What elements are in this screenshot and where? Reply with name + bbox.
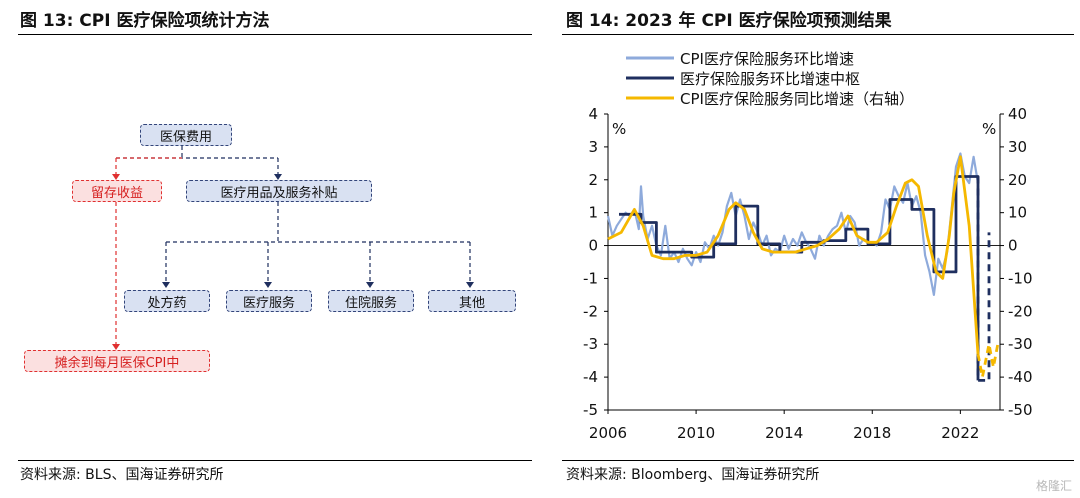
left-source-note: 资料来源: BLS、国海证券研究所 [20, 467, 224, 483]
legend-label-2: 医疗保险服务环比增速中枢 [680, 70, 860, 88]
node-other: 其他 [428, 290, 516, 312]
x-tick-label: 2022 [941, 424, 979, 442]
y-right-tick-label: -20 [1008, 302, 1033, 320]
y-left-tick-label: -2 [583, 302, 598, 320]
node-hospital-services: 住院服务 [328, 290, 414, 312]
y-left-tick-label: 1 [588, 204, 598, 222]
flow-connectors [112, 146, 474, 350]
y-right-tick-label: 40 [1008, 105, 1027, 123]
y-left-tick-label: -4 [583, 368, 598, 386]
series-forecast-line-3 [976, 343, 1000, 378]
y-right-tick-label: 10 [1008, 204, 1027, 222]
right-source-note: 资料来源: Bloomberg、国海证券研究所 [566, 467, 820, 483]
y-right-tick-label: 0 [1008, 237, 1018, 255]
x-tick-label: 2006 [589, 424, 627, 442]
right-source-rule [562, 460, 1074, 461]
node-retained-earnings: 留存收益 [72, 180, 162, 202]
y-right-tick-label: -10 [1008, 269, 1033, 287]
node-medical-services: 医疗服务 [226, 290, 312, 312]
chart-axes: 43210-1-2-3-4-5403020100-10-20-30-40-502… [583, 105, 1032, 442]
y-left-unit: % [612, 120, 626, 138]
chart-plot-area [606, 152, 1000, 382]
y-left-tick-label: 4 [588, 105, 598, 123]
right-title-rule [562, 34, 1074, 35]
y-right-unit: % [982, 120, 996, 138]
y-right-tick-label: 20 [1008, 171, 1027, 189]
series-line-3 [607, 155, 980, 355]
y-left-tick-label: -5 [583, 401, 598, 419]
left-source-rule [18, 460, 532, 461]
node-spread-monthly-cpi: 摊余到每月医保CPI中 [24, 350, 210, 372]
legend-label-1: CPI医疗保险服务环比增速 [680, 50, 854, 68]
y-right-tick-label: 30 [1008, 138, 1027, 156]
series-forecast-line-2 [976, 176, 991, 382]
y-right-tick-label: -50 [1008, 401, 1033, 419]
series-line-2 [619, 175, 980, 381]
left-figure-title: 图 13: CPI 医疗保险项统计方法 [20, 11, 270, 31]
y-right-tick-label: -30 [1008, 335, 1033, 353]
x-tick-label: 2014 [765, 424, 803, 442]
x-tick-label: 2010 [677, 424, 715, 442]
left-title-rule [18, 34, 532, 35]
node-medical-goods-services: 医疗用品及服务补贴 [186, 180, 372, 202]
y-left-tick-label: -1 [583, 269, 598, 287]
series-line-1 [606, 152, 980, 296]
y-left-tick-label: -3 [583, 335, 598, 353]
node-prescription-drugs: 处方药 [124, 290, 210, 312]
y-left-tick-label: 3 [588, 138, 598, 156]
y-right-tick-label: -40 [1008, 368, 1033, 386]
y-left-tick-label: 2 [588, 171, 598, 189]
y-left-tick-label: 0 [588, 237, 598, 255]
right-figure-title: 图 14: 2023 年 CPI 医疗保险项预测结果 [566, 11, 892, 31]
watermark: 格隆汇 [1035, 479, 1072, 493]
x-tick-label: 2018 [853, 424, 891, 442]
node-medical-insurance-cost: 医保费用 [140, 124, 232, 146]
legend-label-3: CPI医疗保险服务同比增速（右轴） [680, 90, 914, 108]
